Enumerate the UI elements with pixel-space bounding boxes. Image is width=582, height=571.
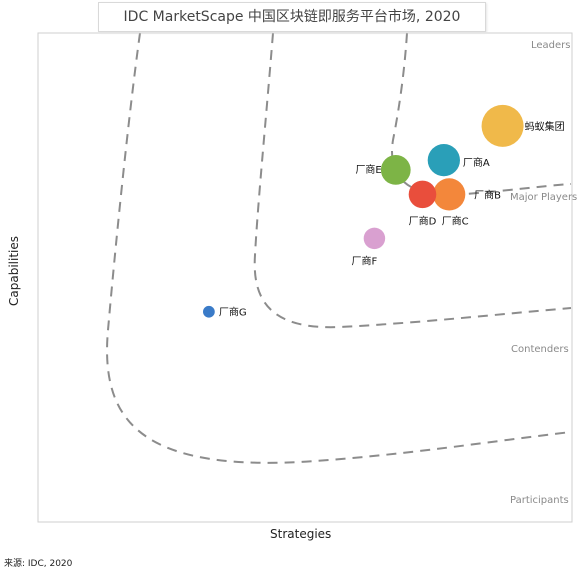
region-label-contenders: Contenders (511, 344, 569, 355)
bubble-label-point-5: 厂商E (355, 163, 381, 176)
bubble-point-5 (380, 155, 411, 185)
bubble-label-point-1: 厂商A (463, 156, 490, 169)
bubble-label-point-4: 厂商D (409, 214, 437, 227)
source-note: 来源: IDC, 2020 (4, 559, 73, 569)
boundary-line-2 (253, 32, 572, 329)
region-label-leaders: Leaders (531, 40, 571, 51)
bubble-point-2 (433, 178, 466, 211)
bubble-point-6 (363, 227, 386, 250)
bubble-point-0 (481, 104, 524, 147)
bubble-label-point-6: 厂商F (352, 254, 378, 267)
boundary-line-3 (391, 32, 572, 197)
x-axis-label: Strategies (270, 527, 332, 541)
bubble-point-7 (203, 305, 215, 318)
bubble-label-point-3: 厂商C (442, 214, 469, 227)
y-axis-label: Capabilities (7, 236, 21, 306)
bubble-label-point-0: 蚂蚁集团 (525, 120, 565, 133)
bubble-label-point-2: 厂商B (474, 188, 501, 201)
region-label-participants: Participants (510, 495, 569, 506)
chart-title: IDC MarketScape 中国区块链即服务平台市场, 2020 (98, 2, 486, 32)
bubble-point-4 (408, 180, 437, 209)
bubble-label-point-7: 厂商G (219, 306, 247, 319)
region-label-major-players: Major Players (510, 192, 578, 203)
boundary-line-1 (106, 32, 572, 464)
plot-frame (37, 32, 573, 523)
bubble-point-1 (427, 144, 460, 177)
